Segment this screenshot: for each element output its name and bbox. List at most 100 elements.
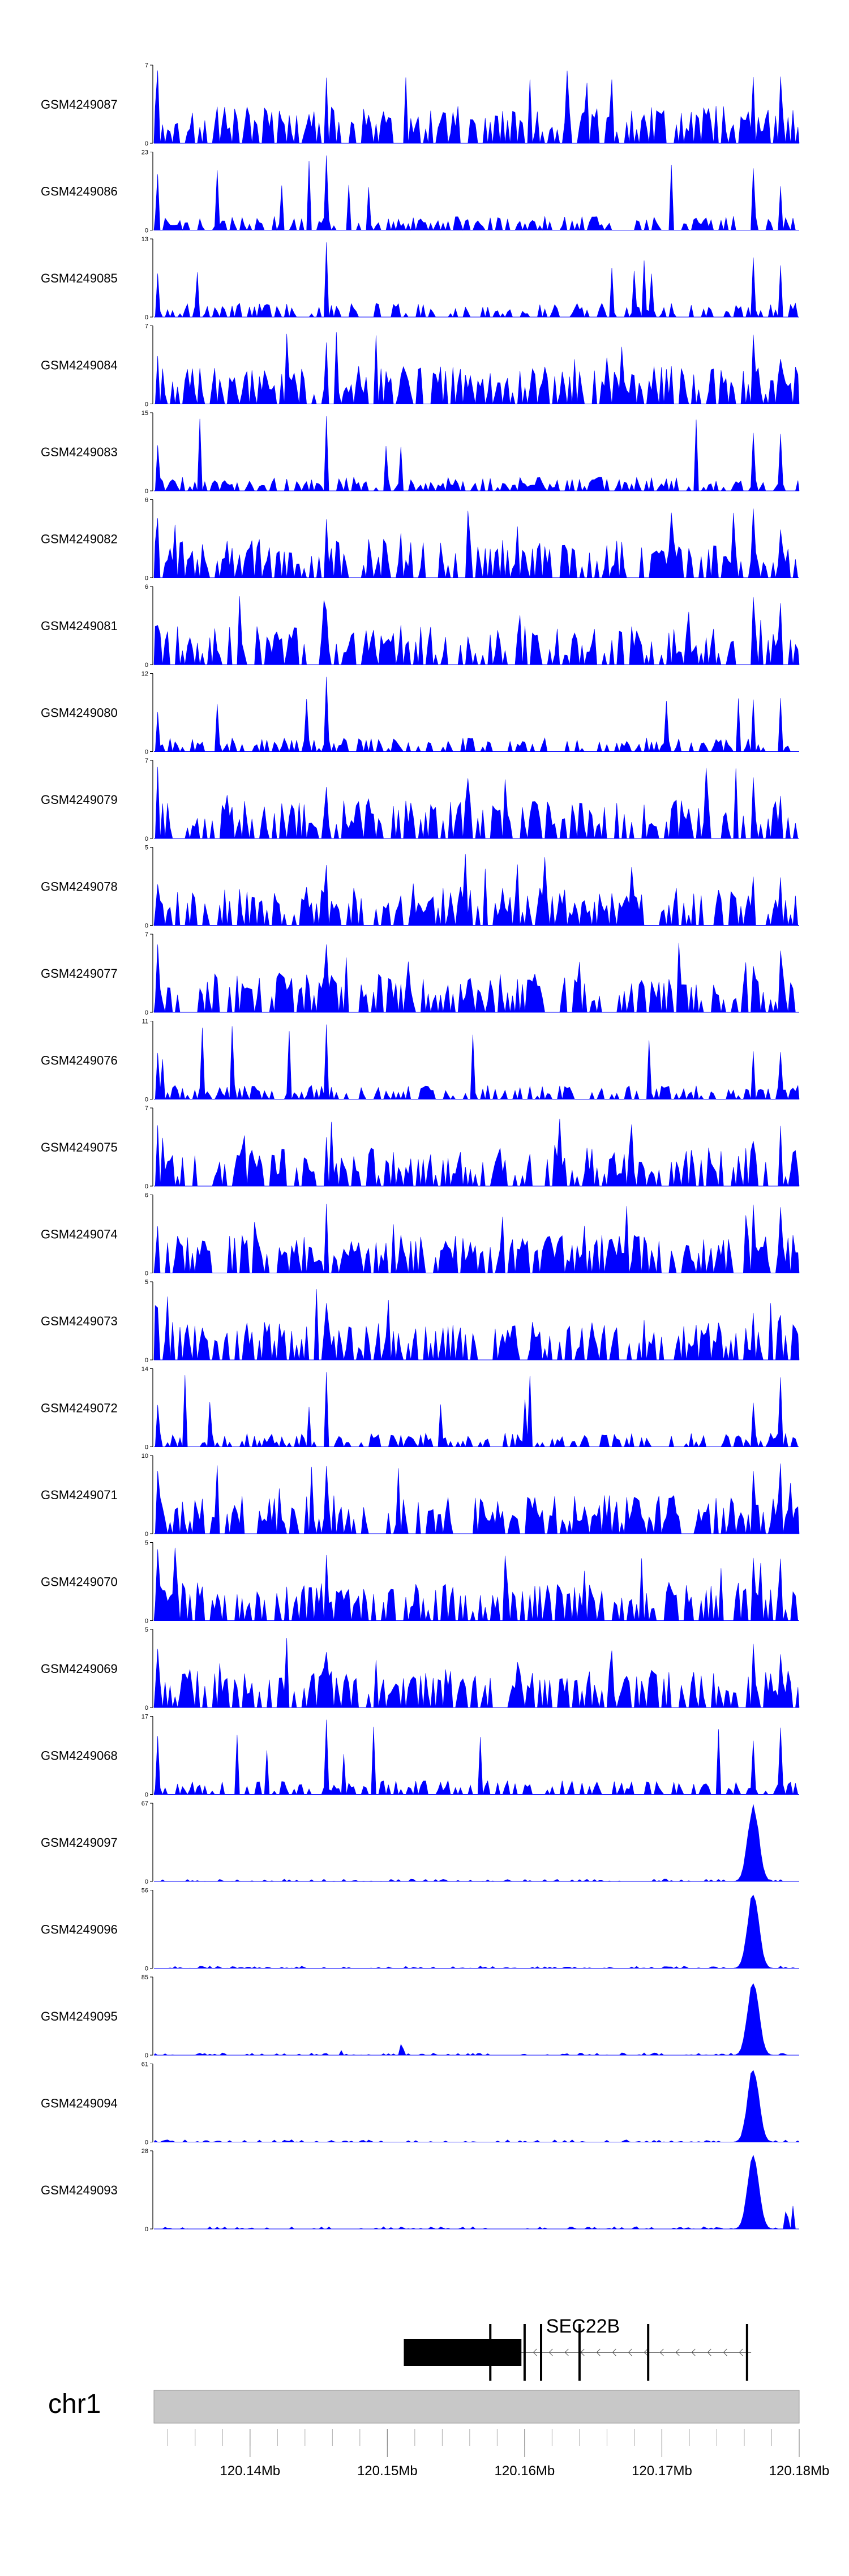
coverage-area <box>153 854 799 926</box>
coverage-area <box>154 1372 799 1448</box>
track-ymax-label: 6 <box>145 1192 148 1199</box>
coverage-area <box>154 1894 799 1969</box>
track-ymax-label: 15 <box>142 410 148 417</box>
track-ymax-label: 7 <box>145 1105 148 1112</box>
track-ymin-label: 0 <box>145 1444 148 1451</box>
coverage-area <box>154 332 800 404</box>
track-label: GSM4249086 <box>41 185 118 199</box>
strand-chevron-icon <box>739 2348 743 2356</box>
coverage-area <box>154 677 799 752</box>
axis-tick-label: 120.17Mb <box>632 2463 692 2479</box>
track-ymax-label: 61 <box>142 2061 148 2068</box>
coverage-area <box>154 1119 800 1187</box>
coverage-area <box>153 1719 799 1795</box>
track-label: GSM4249073 <box>41 1314 118 1328</box>
coverage-area <box>153 2070 800 2142</box>
track-label: GSM4249081 <box>41 619 118 633</box>
track-GSM4249070: GSM4249070 5 0 <box>41 1540 799 1625</box>
track-ymax-label: 28 <box>142 2148 148 2155</box>
track-ymax-label: 13 <box>142 236 148 243</box>
track-ymax-label: 12 <box>142 671 148 678</box>
track-label: GSM4249069 <box>41 1662 118 1676</box>
gene-label: SEC22B <box>546 2316 620 2337</box>
coverage-area <box>154 1804 799 1882</box>
track-ymin-label: 0 <box>145 1270 148 1277</box>
track-ymin-label: 0 <box>145 923 148 930</box>
track-GSM4249084: GSM4249084 7 0 <box>41 323 800 408</box>
track-GSM4249094: GSM4249094 61 0 <box>41 2061 800 2146</box>
track-GSM4249072: GSM4249072 14 0 <box>41 1366 799 1451</box>
strand-chevron-icon <box>612 2348 616 2356</box>
gene-exon <box>540 2324 542 2381</box>
track-GSM4249068: GSM4249068 17 0 <box>41 1714 799 1799</box>
track-label: GSM4249077 <box>41 966 118 981</box>
track-ymin-label: 0 <box>145 488 148 495</box>
track-GSM4249087: GSM4249087 7 0 <box>41 62 800 147</box>
track-ymax-label: 17 <box>142 1714 148 1721</box>
track-ymin-label: 0 <box>145 1357 148 1364</box>
chromosome-ideogram-bar <box>153 2390 800 2424</box>
track-ymax-label: 7 <box>145 758 148 764</box>
coverage-area <box>154 242 799 318</box>
track-ymin-label: 0 <box>145 2139 148 2146</box>
strand-chevron-icon <box>596 2348 601 2356</box>
track-label: GSM4249087 <box>41 97 118 112</box>
track-GSM4249069: GSM4249069 5 0 <box>41 1627 800 1711</box>
coverage-area <box>154 416 800 492</box>
gene-annotation-track: SEC22B <box>404 2316 752 2381</box>
axis-tick-label: 120.15Mb <box>357 2463 418 2479</box>
track-ymin-label: 0 <box>145 836 148 842</box>
track-ymin-label: 0 <box>145 1878 148 1885</box>
track-GSM4249082: GSM4249082 6 0 <box>41 497 799 582</box>
coverage-area <box>153 70 800 144</box>
track-GSM4249083: GSM4249083 15 0 <box>41 410 800 495</box>
track-ymin-label: 0 <box>145 314 148 321</box>
track-GSM4249076: GSM4249076 11 0 <box>41 1019 800 1103</box>
track-ymin-label: 0 <box>145 1792 148 1799</box>
gene-utr-block <box>404 2339 522 2366</box>
track-ymin-label: 0 <box>145 1618 148 1625</box>
axis-tick-label: 120.18Mb <box>769 2463 830 2479</box>
track-label: GSM4249072 <box>41 1401 118 1415</box>
coverage-area <box>154 1463 800 1534</box>
track-GSM4249079: GSM4249079 7 0 <box>41 758 799 842</box>
track-ymax-label: 23 <box>142 149 148 156</box>
chromosome-label: chr1 <box>48 2389 101 2419</box>
track-GSM4249095: GSM4249095 85 0 <box>41 1974 799 2059</box>
track-ymin-label: 0 <box>145 401 148 408</box>
track-ymax-label: 7 <box>145 323 148 330</box>
track-label: GSM4249071 <box>41 1488 118 1502</box>
strand-chevron-icon <box>564 2348 569 2356</box>
track-label: GSM4249084 <box>41 358 118 373</box>
track-label: GSM4249076 <box>41 1054 118 1068</box>
gene-exon <box>489 2324 492 2381</box>
track-ymax-label: 7 <box>145 62 148 69</box>
track-GSM4249086: GSM4249086 23 0 <box>41 149 799 234</box>
track-ymin-label: 0 <box>145 1009 148 1016</box>
track-ymax-label: 5 <box>145 1279 148 1286</box>
track-ymin-label: 0 <box>145 662 148 669</box>
coverage-area <box>154 767 799 839</box>
strand-chevron-icon <box>580 2348 585 2356</box>
track-label: GSM4249095 <box>41 2009 118 2023</box>
track-ymin-label: 0 <box>145 2052 148 2059</box>
track-label: GSM4249094 <box>41 2096 118 2111</box>
track-GSM4249097: GSM4249097 67 0 <box>41 1800 799 1885</box>
track-GSM4249081: GSM4249081 6 0 <box>41 584 800 669</box>
coverage-area <box>153 943 799 1013</box>
coverage-area <box>154 1024 800 1100</box>
strand-chevron-icon <box>707 2348 711 2356</box>
track-ymax-label: 7 <box>145 931 148 938</box>
strand-chevron-icon <box>723 2348 727 2356</box>
gene-exon <box>578 2324 581 2381</box>
track-ymin-label: 0 <box>145 1097 148 1103</box>
track-GSM4249096: GSM4249096 56 0 <box>41 1888 799 1972</box>
track-ymax-label: 5 <box>145 845 148 851</box>
coverage-area <box>153 1983 799 2056</box>
track-ymax-label: 5 <box>145 1540 148 1547</box>
coverage-area <box>153 1204 800 1273</box>
strand-chevron-icon <box>628 2348 632 2356</box>
track-GSM4249073: GSM4249073 5 0 <box>41 1279 800 1364</box>
track-ymin-label: 0 <box>145 575 148 582</box>
track-label: GSM4249083 <box>41 445 118 459</box>
